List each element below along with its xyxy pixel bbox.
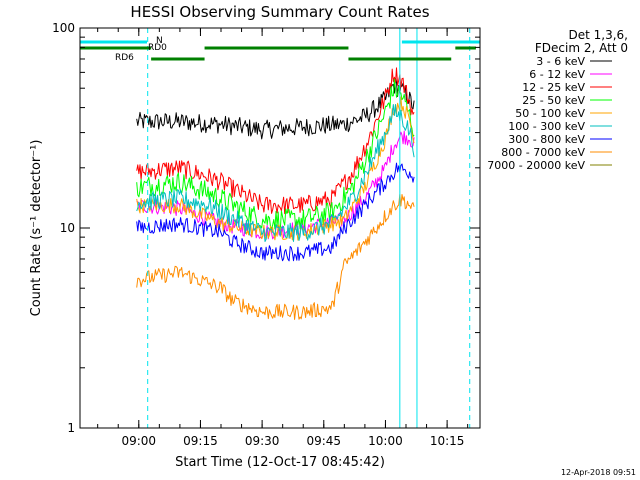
y-tick-label-2: 10 [60,221,75,235]
series-layer [136,67,415,429]
bar-label-rd6: RD6 [115,53,134,63]
bar-label-rd0: RD0 [148,43,167,53]
series-line-800-7000 [136,194,415,320]
legend-label-9: 7000 - 20000 keV [487,159,585,172]
bar-label-n: N [156,36,163,46]
series-line-100-300 [136,104,415,242]
bar-n-segment-2 [401,40,480,44]
legend-label-5: 50 - 100 keV [515,107,585,120]
legend-label-7: 300 - 800 keV [508,133,585,146]
timestamp: 12-Apr-2018 09:51 [561,468,636,477]
y-axis: 1 10 100 [52,21,480,435]
x-axis-label: Start Time (12-Oct-17 08:45:42) [175,455,385,470]
x-tick-label-4: 09:45 [306,434,341,448]
x-axis: 09:00 09:15 09:30 09:45 10:00 10:15 [97,28,469,448]
bar-rd6-segment-2 [348,57,452,61]
y-axis-label: Count Rate (s⁻¹ detector⁻¹) [29,140,44,317]
chart-title: HESSI Observing Summary Count Rates [130,3,429,21]
series-line-25-50 [136,78,415,231]
x-tick-label-3: 09:30 [245,434,280,448]
series-line-12-25 [136,67,415,215]
legend-label-3: 12 - 25 keV [522,81,585,94]
y-tick-label-3: 100 [52,21,75,35]
bar-n-segment-1 [80,40,148,44]
legend-label-2: 6 - 12 keV [529,68,585,81]
series-line-300-800 [136,162,415,262]
series-line-3-6 [136,77,415,140]
bar-rd6-segment-1 [151,57,205,61]
y-tick-label-1: 1 [67,421,75,435]
legend-label-8: 800 - 7000 keV [501,146,585,159]
legend-header-2: FDecim 2, Att 0 [535,41,628,55]
bar-rd0-segment-2 [204,46,349,50]
x-tick-label-6: 10:15 [430,434,465,448]
series-line-50-100 [136,96,415,241]
x-tick-label-1: 09:00 [121,434,156,448]
legend-header-1: Det 1,3,6, [569,28,629,42]
x-tick-label-2: 09:15 [183,434,218,448]
x-tick-label-5: 10:00 [368,434,403,448]
legend-label-6: 100 - 300 keV [508,120,585,133]
bar-rd0-segment-3 [455,46,476,50]
legend-label-1: 3 - 6 keV [536,55,585,68]
legend-label-4: 25 - 50 keV [522,94,585,107]
bar-rd0-segment-1 [80,46,152,50]
